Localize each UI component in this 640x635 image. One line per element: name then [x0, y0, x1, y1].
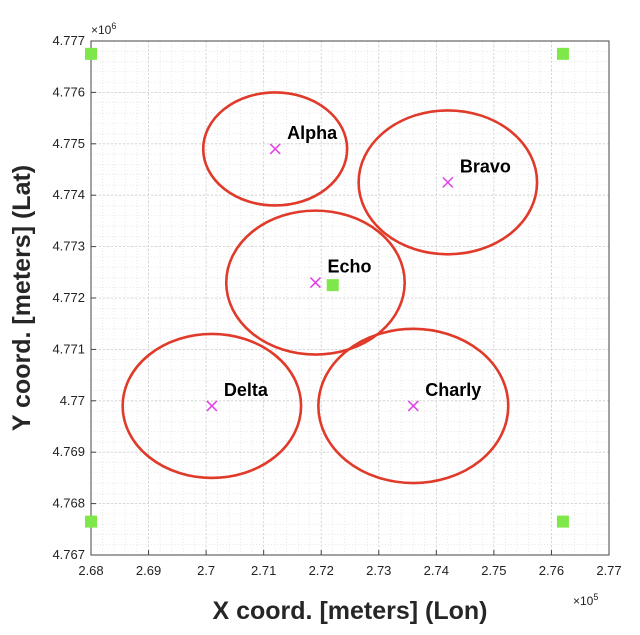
data-marks: Alpha Bravo Echo Delta Charly — [85, 47, 569, 528]
y-tick-label: 4.772 — [52, 290, 85, 305]
y-tick-label: 4.773 — [52, 239, 85, 254]
cluster-circle — [357, 109, 539, 256]
y-exponent-label: ×106 — [91, 21, 116, 37]
x-tick-label: 2.69 — [136, 563, 161, 578]
cluster-center-cross — [206, 400, 218, 412]
cluster-label: Echo — [327, 257, 371, 277]
cluster-label: Charly — [425, 380, 481, 400]
cluster-label: Bravo — [460, 156, 511, 176]
y-tick-label: 4.775 — [52, 136, 85, 151]
x-tick-label: 2.77 — [596, 563, 621, 578]
grid-lines — [90, 40, 610, 556]
y-tick-label: 4.776 — [52, 84, 85, 99]
anchor-square — [85, 515, 97, 528]
y-tick-label: 4.774 — [52, 187, 85, 202]
cluster-circle — [201, 91, 349, 207]
x-tick-label: 2.74 — [424, 563, 449, 578]
x-tick-label: 2.68 — [78, 563, 103, 578]
x-tick-label: 2.7 — [197, 563, 215, 578]
y-tick-label: 4.777 — [52, 33, 85, 48]
x-tick-label: 2.75 — [481, 563, 506, 578]
cluster-label: Alpha — [287, 123, 338, 143]
y-tick-label: 4.769 — [52, 444, 85, 459]
y-tick-label: 4.768 — [52, 496, 85, 511]
cluster-center-cross — [407, 400, 419, 412]
x-tick-label: 2.73 — [366, 563, 391, 578]
cluster-label: Delta — [224, 380, 269, 400]
axis-ticks: 2.68 2.69 2.7 2.71 2.72 2.73 2.74 2.75 2.76 2.77 4… — [52, 33, 621, 578]
x-tick-label: 2.76 — [539, 563, 564, 578]
cluster-center-cross — [309, 277, 321, 289]
cluster-circle — [121, 332, 303, 480]
cluster-center-cross — [269, 143, 281, 155]
x-tick-label: 2.72 — [309, 563, 334, 578]
anchor-square — [556, 515, 569, 528]
anchor-square — [85, 47, 97, 60]
anchor-square — [326, 279, 339, 292]
y-tick-label: 4.767 — [52, 547, 85, 562]
x-axis-title: X coord. [meters] (Lon) — [212, 597, 487, 625]
y-tick-label: 4.77 — [60, 393, 85, 408]
y-tick-label: 4.771 — [52, 341, 85, 356]
cluster-circle — [317, 327, 510, 485]
cluster-center-cross — [442, 176, 454, 188]
y-axis-title: Y coord. [meters] (Lat) — [8, 165, 36, 431]
x-tick-label: 2.71 — [251, 563, 276, 578]
cluster-circle — [224, 209, 406, 356]
x-exponent-label: ×105 — [573, 592, 598, 608]
anchor-square — [556, 47, 569, 60]
